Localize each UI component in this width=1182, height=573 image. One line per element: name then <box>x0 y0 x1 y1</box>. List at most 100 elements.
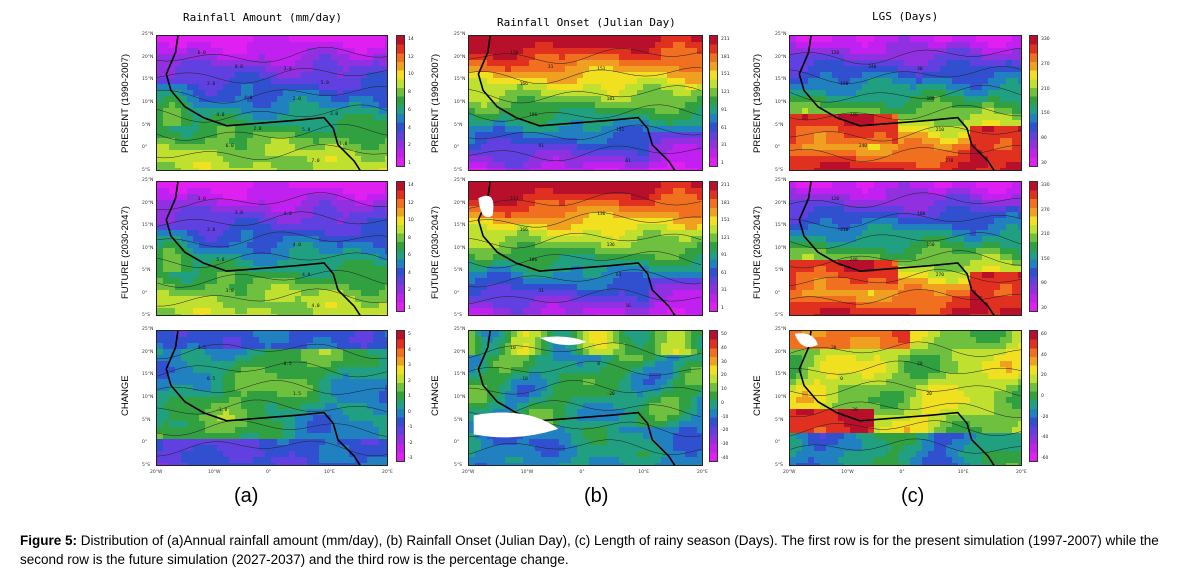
field-cell <box>697 242 702 249</box>
field-cell <box>211 427 218 434</box>
field-cell <box>229 144 236 151</box>
field-cell <box>157 278 164 285</box>
field-cell <box>211 397 218 404</box>
field-cell <box>187 314 194 315</box>
field-cell <box>589 36 596 43</box>
field-cell <box>223 457 230 464</box>
field-cell <box>199 102 206 109</box>
field-cell <box>265 397 272 404</box>
field-cell <box>169 266 176 273</box>
field-cell <box>631 278 638 285</box>
field-cell <box>247 427 254 434</box>
field-cell <box>223 355 230 362</box>
field-cell <box>235 415 242 422</box>
field-cell <box>517 200 524 207</box>
field-cell <box>247 168 254 170</box>
field-cell <box>349 278 356 285</box>
field-cell <box>199 415 206 422</box>
field-cell <box>541 254 548 261</box>
field-cell <box>229 230 236 237</box>
field-cell <box>493 54 500 61</box>
field-cell <box>253 144 260 151</box>
field-cell <box>265 451 272 458</box>
field-cell <box>343 96 350 103</box>
field-cell <box>655 242 662 249</box>
field-cell <box>577 272 584 279</box>
field-cell <box>271 278 278 285</box>
field-cell <box>583 188 590 195</box>
field-cell <box>325 397 332 404</box>
field-cell <box>547 355 554 362</box>
field-cell <box>649 84 656 91</box>
field-cell <box>217 463 224 465</box>
field-cell <box>505 248 512 255</box>
field-cell <box>691 260 698 267</box>
field-cell <box>325 427 332 434</box>
field-cell <box>169 439 176 446</box>
field-cell <box>349 248 356 255</box>
field-cell <box>187 254 194 261</box>
field-cell <box>655 248 662 255</box>
field-cell <box>553 132 560 139</box>
field-cell <box>199 90 206 97</box>
field-cell <box>307 96 314 103</box>
field-cell <box>181 126 188 133</box>
field-cell <box>571 260 578 267</box>
field-cell <box>193 457 200 464</box>
field-cell <box>517 90 524 97</box>
field-cell <box>505 314 512 315</box>
field-cell <box>181 343 188 350</box>
field-cell <box>649 156 656 163</box>
field-cell <box>595 266 602 273</box>
field-cell <box>601 272 608 279</box>
field-cell <box>553 290 560 297</box>
field-cell <box>649 254 656 261</box>
field-cell <box>379 132 386 139</box>
field-cell <box>199 168 206 170</box>
field-cell <box>577 314 584 315</box>
field-cell <box>325 156 332 163</box>
field-cell <box>613 200 620 207</box>
field-cell <box>499 242 506 249</box>
contour-label: 4.0 <box>292 242 302 248</box>
field-cell <box>577 308 584 315</box>
field-cell <box>313 182 320 189</box>
field-cell <box>211 84 218 91</box>
field-cell <box>601 84 608 91</box>
field-cell <box>265 60 272 67</box>
field-cell <box>313 72 320 79</box>
field-cell <box>583 248 590 255</box>
field-cell <box>223 60 230 67</box>
field-cell <box>187 108 194 115</box>
field-cell <box>481 114 488 121</box>
field-cell <box>217 182 224 189</box>
colorbar-rainfall-future <box>396 181 405 312</box>
field-cell <box>385 445 387 452</box>
field-cell <box>499 194 506 201</box>
field-cell <box>163 126 170 133</box>
lat-tick-label: 0° <box>142 290 148 296</box>
field-cell <box>487 314 494 315</box>
field-cell <box>169 162 176 169</box>
field-cell <box>523 114 530 121</box>
field-cell <box>529 284 536 291</box>
field-cell <box>691 254 698 261</box>
lat-tick-label: 0° <box>142 145 148 151</box>
field-cell <box>673 188 680 195</box>
field-cell <box>583 337 590 344</box>
field-cell <box>649 278 656 285</box>
field-cell <box>169 403 176 410</box>
field-cell <box>379 463 386 465</box>
field-cell <box>613 284 620 291</box>
field-cell <box>349 162 356 169</box>
field-cell <box>589 72 596 79</box>
field-cell <box>175 421 182 428</box>
field-cell <box>559 200 566 207</box>
field-cell <box>289 242 296 249</box>
field-cell <box>385 194 387 201</box>
field-cell <box>259 224 266 231</box>
colorbar-tick-label: 1 <box>721 161 724 166</box>
contour-label: 5.0 <box>302 128 311 134</box>
field-cell <box>655 230 662 237</box>
field-cell <box>283 290 290 297</box>
